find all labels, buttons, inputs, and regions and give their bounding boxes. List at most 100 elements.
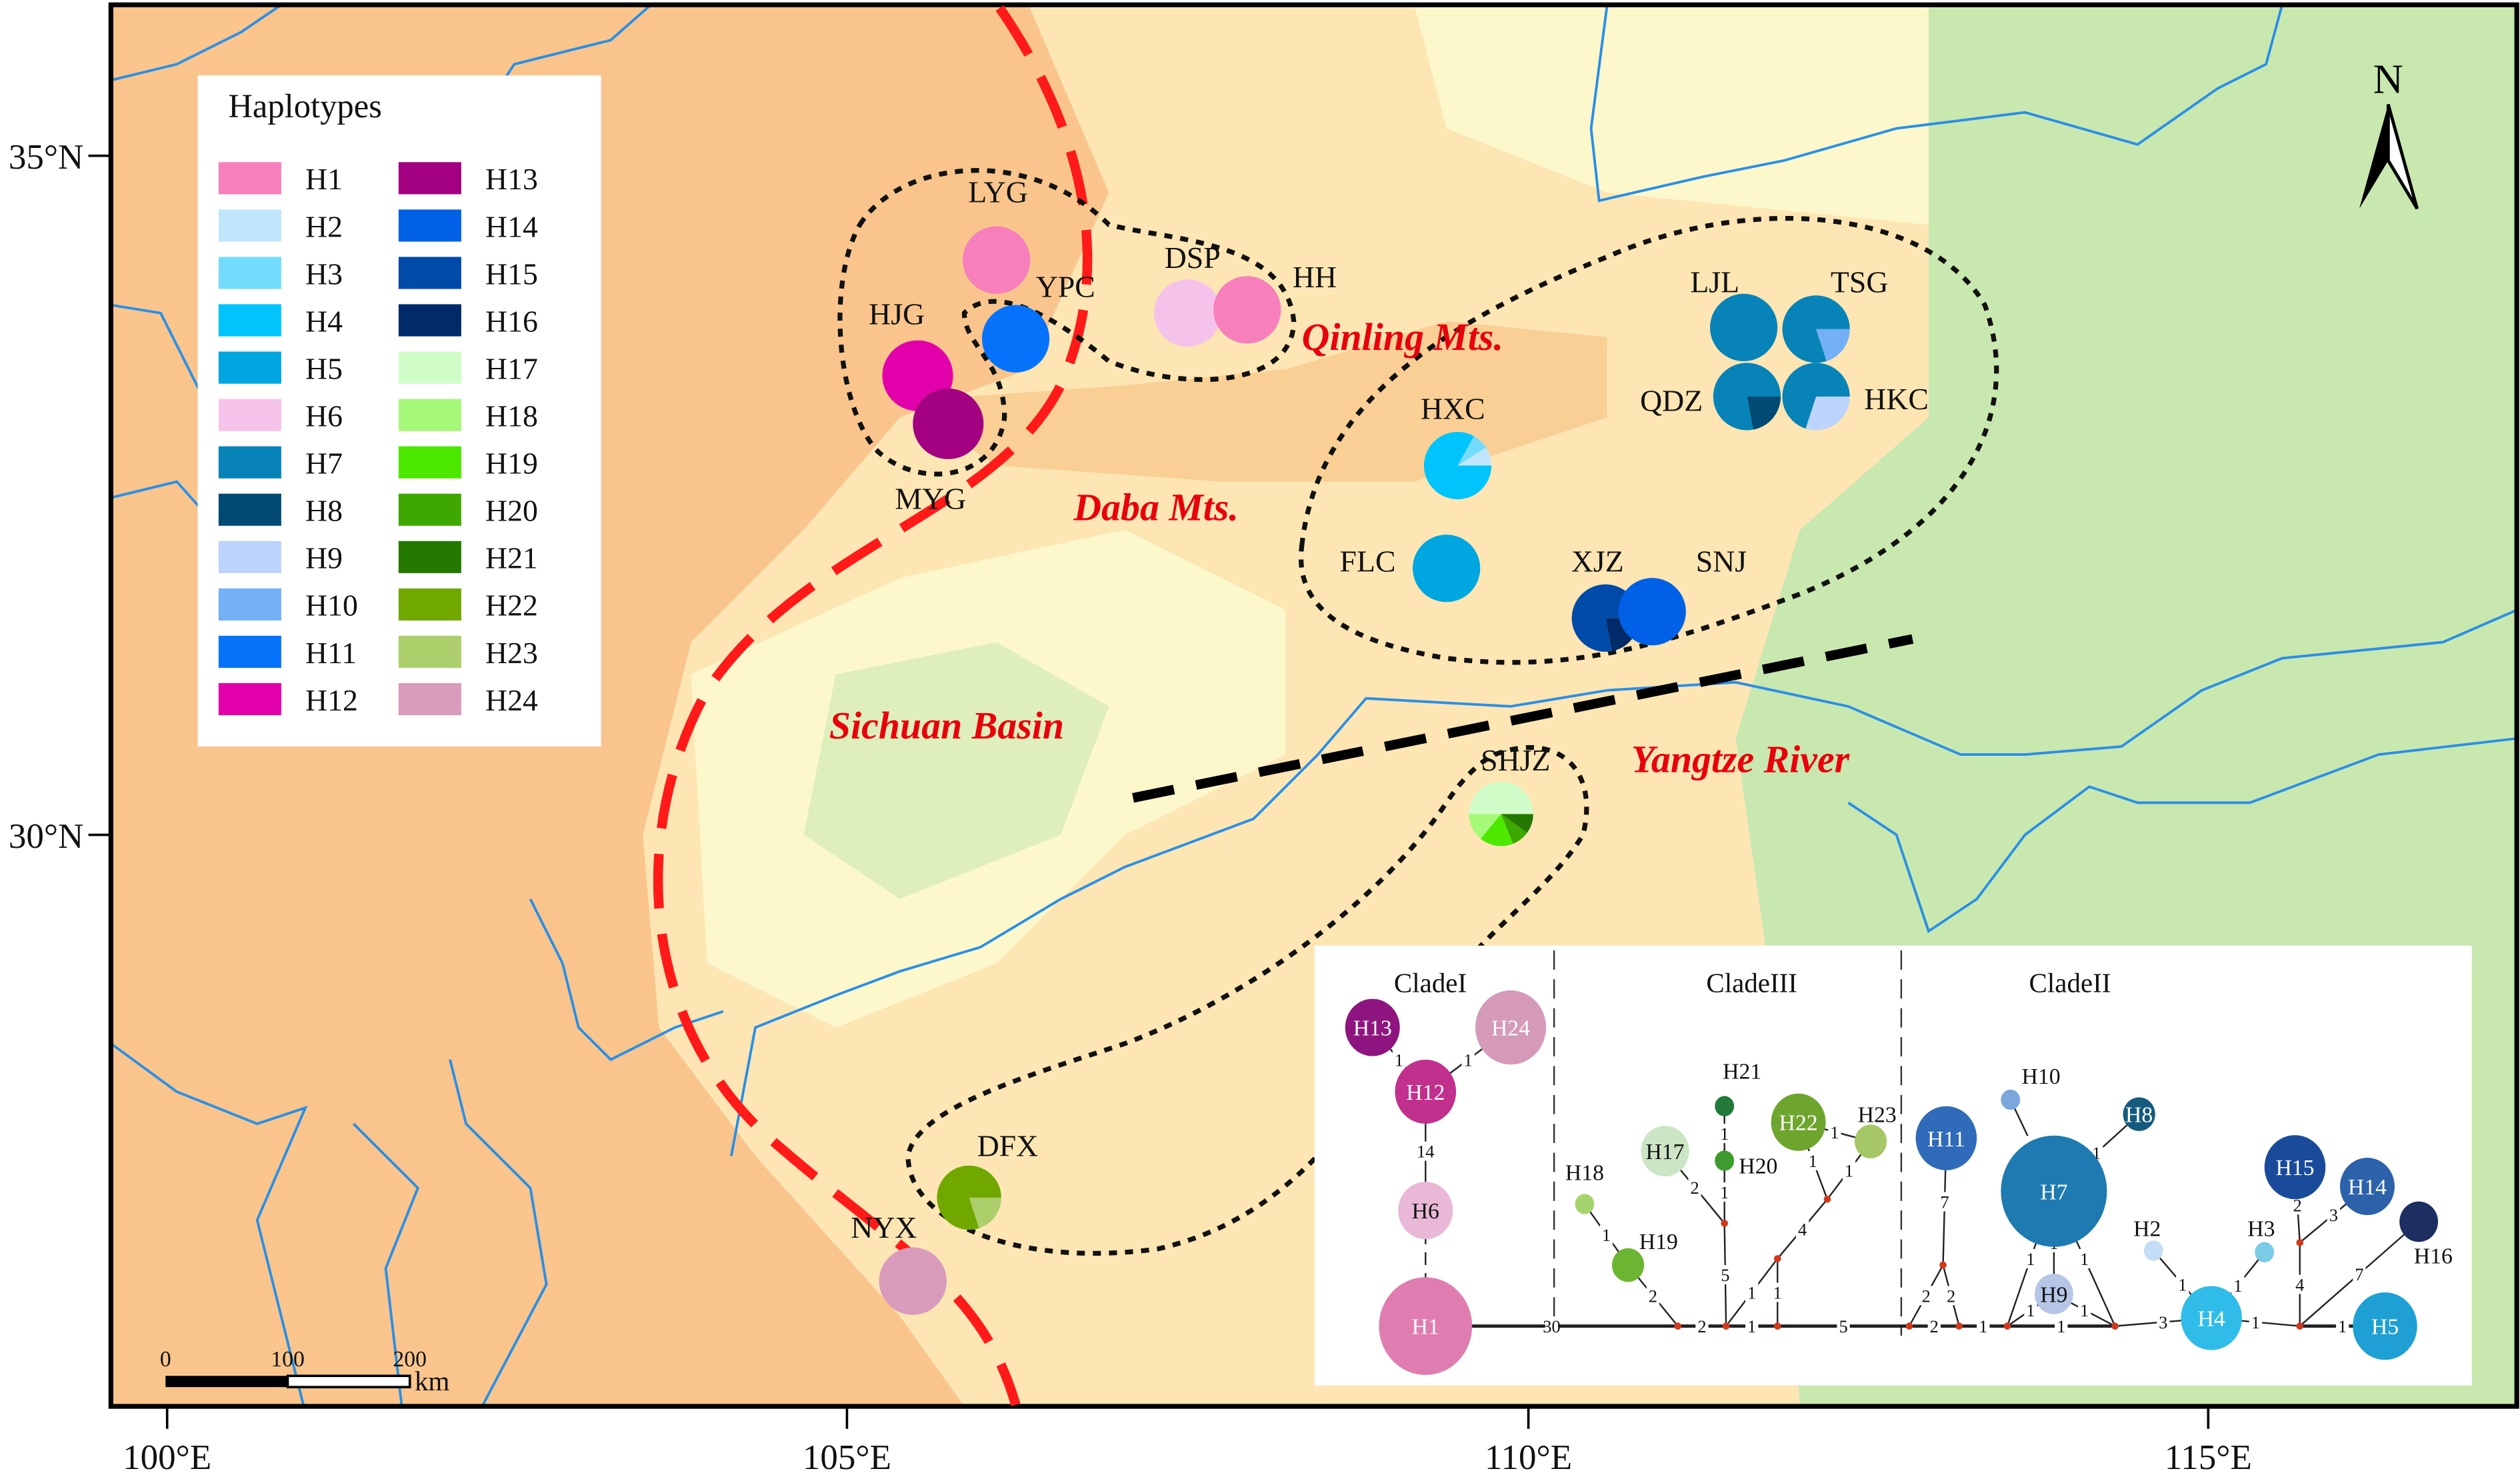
- mutation-count: 4: [2295, 1275, 2304, 1295]
- node-label: H23: [1858, 1103, 1897, 1128]
- mutation-count: 1: [2080, 1300, 2089, 1320]
- node-label: H2: [2133, 1217, 2161, 1242]
- mutation-count: 1: [2338, 1316, 2347, 1336]
- legend-label-h1: H1: [305, 162, 343, 196]
- legend-label-h23: H23: [485, 636, 538, 670]
- mutation-count: 4: [1798, 1220, 1807, 1240]
- pie-slice-h8: [1747, 396, 1781, 430]
- pie-slice-h7: [1713, 363, 1781, 431]
- site-myg: MYG: [895, 388, 984, 516]
- site-label: NYX: [851, 1210, 917, 1244]
- legend-swatch-h16: [398, 304, 461, 337]
- node-label: H14: [2348, 1175, 2387, 1200]
- node-label: H3: [2247, 1217, 2275, 1242]
- network-node-h8: H8: [2123, 1097, 2155, 1131]
- node-label: H19: [1639, 1230, 1678, 1254]
- site-label: LYG: [968, 175, 1028, 209]
- pie-slice-h13: [913, 388, 984, 459]
- legend-label-h22: H22: [485, 589, 538, 623]
- legend-label-h10: H10: [305, 589, 358, 623]
- legend-label-h19: H19: [485, 447, 538, 481]
- legend-swatch-h10: [218, 588, 281, 621]
- mutation-count: 1: [2233, 1276, 2242, 1296]
- legend-label-h9: H9: [305, 541, 343, 575]
- mutation-count: 2: [1690, 1178, 1699, 1198]
- node-label: H18: [1565, 1160, 1604, 1185]
- lon-label-110: 110°E: [1485, 1438, 1572, 1477]
- legend-items: H1 H2 H3 H4 H5 H6 H7 H8 H9 H10 H11 H12 H13 H14 H15 H16 H…: [218, 162, 538, 717]
- pie-slice-h6: [1153, 279, 1222, 347]
- site-label: DFX: [977, 1128, 1039, 1162]
- scale-label-0: 0: [160, 1347, 171, 1372]
- legend-swatch-h11: [218, 635, 281, 669]
- mutation-count: 2: [1649, 1286, 1657, 1306]
- node-label: H12: [1406, 1080, 1445, 1105]
- site-nyx: NYX: [851, 1210, 947, 1315]
- median-vector: [1722, 1322, 1730, 1330]
- pie-slice-h9: [1805, 396, 1850, 431]
- node-label: H6: [1412, 1199, 1439, 1224]
- legend-label-h3: H3: [305, 257, 343, 291]
- network-node-h20: H20: [1715, 1150, 1777, 1179]
- pie-slice-h7: [1782, 363, 1850, 429]
- region-label-daba: Daba Mts.: [1073, 485, 1239, 529]
- median-vector: [1773, 1322, 1781, 1330]
- mutation-count: 1: [1395, 1050, 1403, 1070]
- median-vector: [1955, 1322, 1963, 1330]
- site-label: HH: [1293, 260, 1337, 294]
- lat-label-35: 35°N: [9, 138, 84, 177]
- legend-swatch-h18: [398, 399, 461, 431]
- dotted-population-groups: [837, 168, 1999, 1256]
- legend-swatch-h9: [218, 541, 281, 573]
- mutation-count: 3: [2329, 1205, 2338, 1225]
- scale-bar: 0 100 200 km: [160, 1347, 450, 1396]
- legend-swatch-h4: [218, 304, 281, 337]
- site-label: HJG: [869, 297, 925, 331]
- pie-slice-h3: [1457, 436, 1487, 466]
- node-label: H9: [2040, 1282, 2067, 1307]
- pie-slice-h14: [1618, 578, 1686, 646]
- site-hh: HH: [1213, 260, 1337, 344]
- legend-label-h24: H24: [485, 683, 538, 717]
- node-label: H20: [1739, 1154, 1777, 1179]
- mutation-count: 1: [1830, 1122, 1839, 1142]
- network-node-h11: H11: [1915, 1106, 1977, 1170]
- legend-label-h12: H12: [305, 683, 358, 717]
- legend-label-h15: H15: [485, 257, 538, 291]
- mutation-count: 1: [1845, 1161, 1853, 1181]
- legend-swatch-h19: [398, 446, 461, 479]
- site-dfx: DFX: [937, 1128, 1038, 1230]
- mutation-count: 5: [1721, 1265, 1729, 1285]
- legend-swatch-h8: [218, 493, 281, 526]
- axis-ticks: [88, 154, 2210, 1429]
- clade-label-3: CladeIII: [1706, 968, 1797, 998]
- network-node-h14: H14: [2340, 1158, 2395, 1216]
- mutation-count: 5: [1839, 1316, 1847, 1336]
- pie-slice-h23: [969, 1197, 1001, 1228]
- pie-slice-h2: [1457, 447, 1492, 466]
- legend-label-h21: H21: [485, 541, 538, 575]
- legend-label-h6: H6: [305, 399, 343, 433]
- network-node-h2: H2: [2133, 1217, 2163, 1261]
- median-vector: [1939, 1261, 1947, 1269]
- network-node-h15: H15: [2264, 1135, 2326, 1200]
- green-patch: [803, 642, 1109, 899]
- pie-slice-h17: [1469, 782, 1533, 814]
- node-label: H22: [1779, 1111, 1818, 1136]
- mutation-count: 1: [1747, 1283, 1756, 1303]
- mutation-count: 3: [2159, 1312, 2167, 1332]
- legend-label-h17: H17: [485, 351, 538, 385]
- network-node-h13: H13: [1345, 998, 1400, 1056]
- legend-swatch-h24: [398, 683, 461, 716]
- mutation-count: 2: [1947, 1286, 1955, 1306]
- sampling-sites: LYG YPC HJG MYG DSP HH LJL TSG QDZ HKC HXC FLC XJZ SN…: [851, 175, 1929, 1315]
- network-node-h21: H21: [1715, 1060, 1761, 1116]
- scale-unit: km: [415, 1366, 449, 1396]
- network-node-h6: H6: [1398, 1182, 1453, 1240]
- scale-label-100: 100: [271, 1347, 305, 1372]
- median-vector: [2296, 1239, 2304, 1246]
- pie-slice-h5: [1413, 535, 1481, 603]
- median-vector: [2003, 1322, 2011, 1330]
- node-label: H10: [2022, 1064, 2061, 1089]
- pie-slice-h19: [1480, 814, 1513, 846]
